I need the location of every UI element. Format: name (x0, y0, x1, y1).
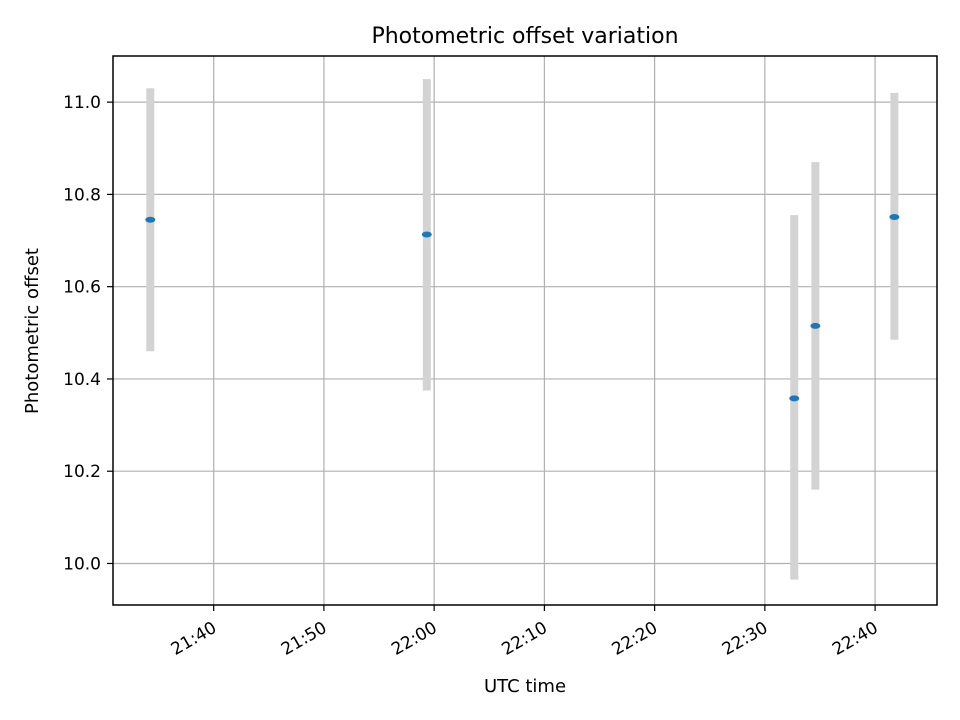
y-axis-ticks: 10.0 10.2 10.4 10.6 10.8 11.0 (63, 93, 113, 574)
y-tick-label: 10.0 (63, 554, 101, 574)
x-tick-label: 22:30 (719, 618, 771, 660)
y-tick-label: 10.2 (63, 462, 101, 482)
data-points (145, 214, 900, 402)
x-tick-label: 21:50 (278, 618, 330, 660)
data-point (421, 231, 432, 238)
y-tick-label: 10.6 (63, 278, 101, 298)
x-tick-label: 22:40 (829, 618, 881, 660)
data-point (145, 216, 156, 223)
x-tick-label: 21:40 (168, 618, 220, 660)
plot-frame (112, 55, 938, 606)
data-point (889, 214, 900, 221)
y-axis-label: Photometric offset (22, 248, 43, 414)
x-tick-label: 22:00 (388, 618, 440, 660)
y-tick-label: 11.0 (63, 93, 101, 113)
x-axis-label: UTC time (484, 676, 566, 697)
data-point (789, 395, 800, 402)
grid (113, 56, 937, 605)
x-tick-label: 22:10 (498, 618, 550, 660)
x-axis-ticks: 21:40 21:50 22:00 22:10 22:20 22:30 22:40 (168, 605, 882, 660)
y-tick-label: 10.8 (63, 185, 101, 205)
data-point (810, 322, 821, 329)
error-bars (146, 79, 899, 580)
y-tick-label: 10.4 (63, 370, 101, 390)
x-tick-label: 22:20 (609, 618, 661, 660)
chart-title: Photometric offset variation (371, 24, 678, 49)
